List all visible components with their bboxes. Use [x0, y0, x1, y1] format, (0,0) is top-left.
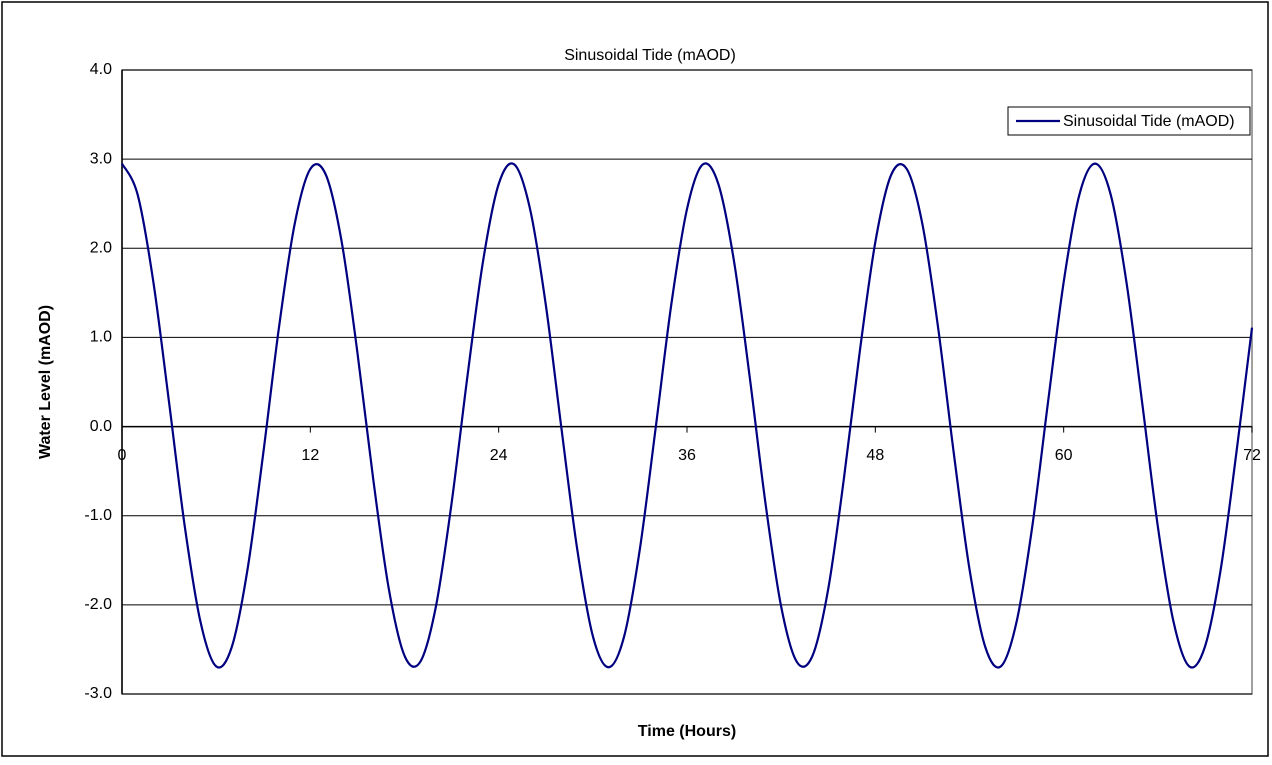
x-tick-label: 0	[118, 447, 127, 464]
x-axis-title: Time (Hours)	[638, 723, 736, 740]
plot-area	[121, 69, 1253, 695]
x-tick-label: 72	[1243, 447, 1261, 464]
x-tick-label: 12	[301, 447, 319, 464]
y-tick-label: -2.0	[84, 596, 112, 613]
y-tick-label: 1.0	[90, 329, 112, 346]
x-tick-label: 36	[678, 447, 696, 464]
x-tick-label: 48	[866, 447, 884, 464]
y-tick-label: 4.0	[90, 61, 112, 78]
chart-title: Sinusoidal Tide (mAOD)	[564, 47, 736, 64]
legend-label: Sinusoidal Tide (mAOD)	[1063, 113, 1235, 130]
y-tick-label: -1.0	[84, 507, 112, 524]
y-tick-label: 2.0	[90, 240, 112, 257]
y-axis-title: Water Level (mAOD)	[37, 305, 54, 459]
y-tick-label: -3.0	[84, 685, 112, 702]
legend: Sinusoidal Tide (mAOD)	[1007, 106, 1251, 136]
x-tick-label: 60	[1055, 447, 1073, 464]
y-tick-label: 0.0	[90, 418, 112, 435]
x-tick-label: 24	[490, 447, 508, 464]
y-tick-label: 3.0	[90, 150, 112, 167]
data-line	[121, 162, 1254, 669]
